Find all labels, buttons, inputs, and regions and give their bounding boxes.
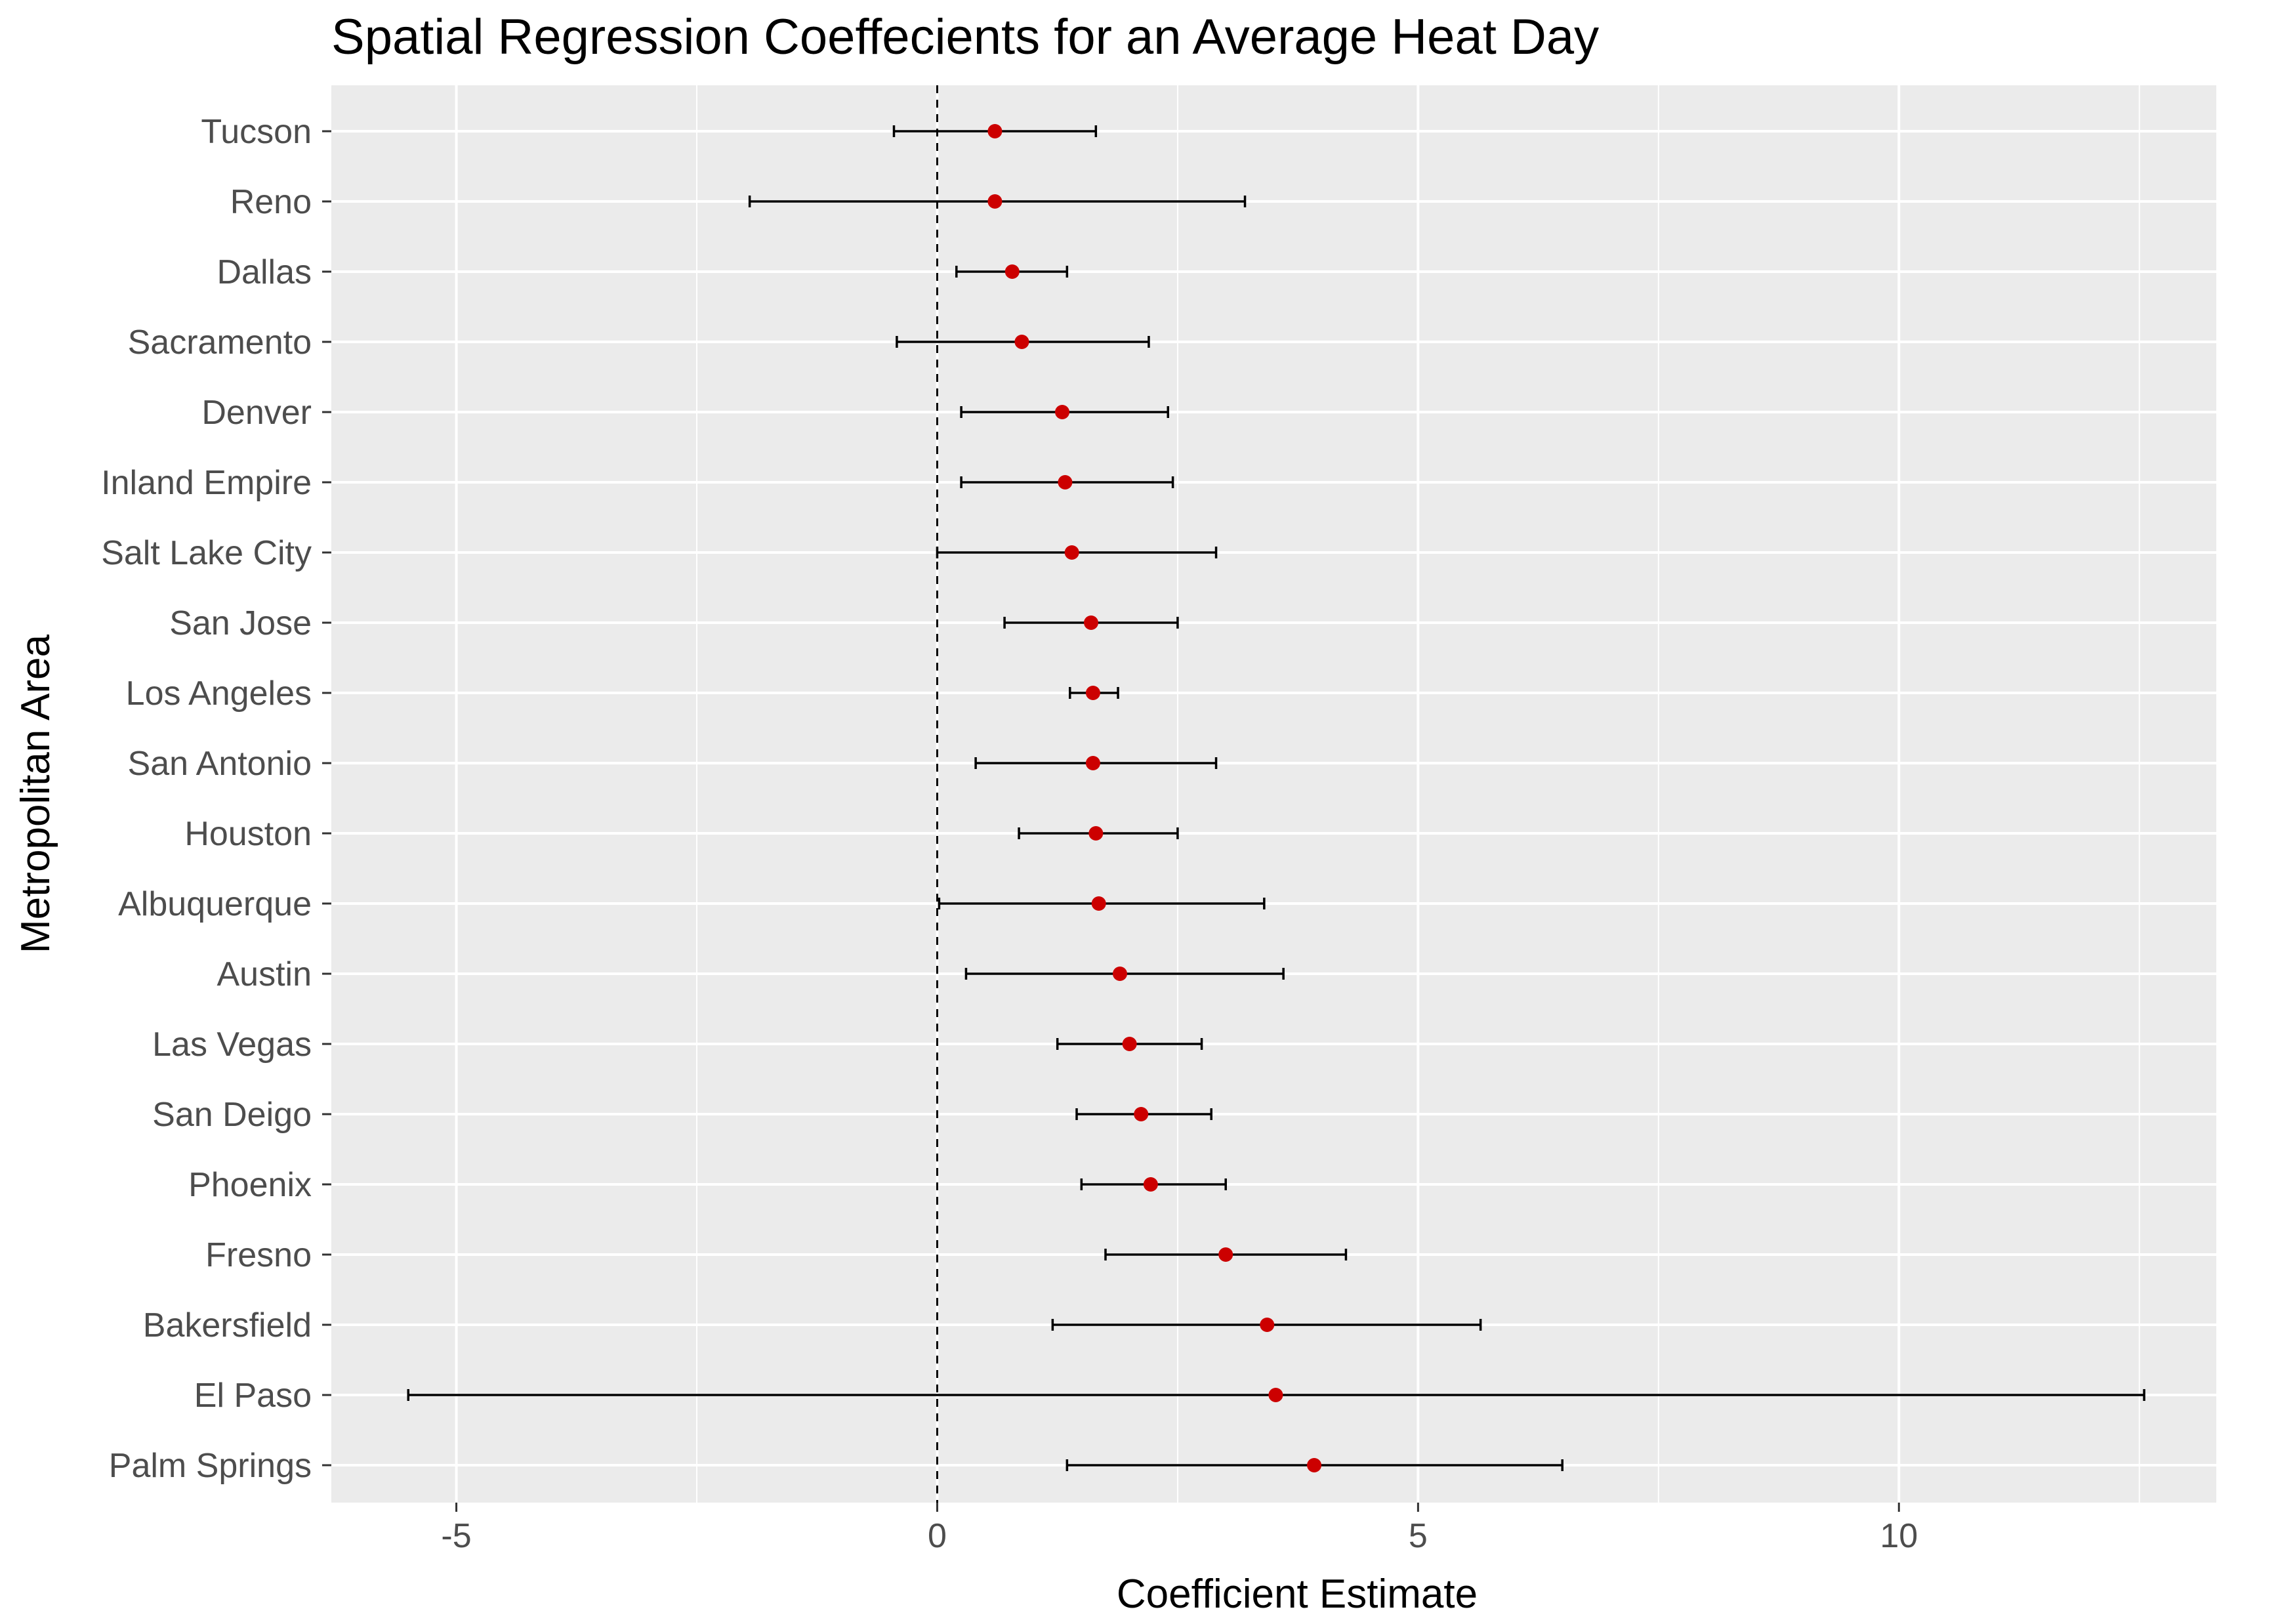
x-axis-ticks: -5 0 5 10 [441,1503,1918,1555]
chart-title: Spatial Regression Coeffecients for an A… [331,9,1599,65]
y-tick-label: San Antonio [128,745,312,783]
y-tick-label: Sacramento [128,323,312,362]
y-tick-label: Las Vegas [152,1026,312,1064]
estimate-point [1014,335,1029,349]
y-axis-ticks: Tucson Reno Dallas Sacramento Denver Inland E… [101,113,331,1485]
y-tick-label: Dallas [217,253,312,291]
estimate-point [1112,967,1127,981]
estimate-point [1055,405,1070,419]
y-tick-label: Los Angeles [126,675,312,713]
estimate-point [1307,1458,1322,1472]
estimate-point [1004,264,1020,279]
estimate-point [1085,686,1100,700]
estimate-point [1134,1107,1149,1121]
estimate-point [1122,1037,1137,1051]
estimate-points [987,124,1322,1472]
x-axis-title: Coefficient Estimate [1117,1572,1478,1617]
estimate-point [1260,1318,1275,1332]
y-tick-label: Bakersfield [143,1306,312,1344]
x-tick-label: 10 [1880,1517,1918,1555]
estimate-point [987,124,1003,138]
estimate-point [1091,896,1106,911]
y-tick-label: Tucson [201,113,312,151]
estimate-point [1064,545,1079,560]
y-tick-label: El Paso [194,1377,312,1415]
y-tick-label: San Deigo [152,1096,312,1134]
y-tick-label: Inland Empire [101,464,312,502]
y-tick-label: Denver [201,394,312,432]
y-tick-label: Albuquerque [118,885,312,923]
x-tick-label: 0 [928,1517,947,1555]
estimate-point [1088,826,1104,841]
x-tick-label: 5 [1409,1517,1428,1555]
estimate-point [1218,1247,1233,1262]
estimate-point [1058,475,1073,489]
y-tick-label: Reno [230,183,312,221]
y-tick-label: Phoenix [188,1166,312,1204]
y-tick-label: San Jose [169,604,312,642]
estimate-point [1268,1388,1283,1402]
y-tick-label: Houston [184,815,312,853]
y-tick-label: Palm Springs [109,1447,312,1485]
estimate-point [1085,756,1100,770]
estimate-point [1083,615,1098,630]
plot-panel [331,85,2216,1503]
estimate-point [1143,1177,1158,1192]
estimate-point [987,194,1003,209]
x-tick-label: -5 [441,1517,471,1555]
y-axis-title: Metropolitan Area [13,635,58,953]
y-tick-label: Fresno [205,1236,312,1274]
y-tick-label: Austin [217,955,312,993]
y-tick-label: Salt Lake City [101,534,312,572]
